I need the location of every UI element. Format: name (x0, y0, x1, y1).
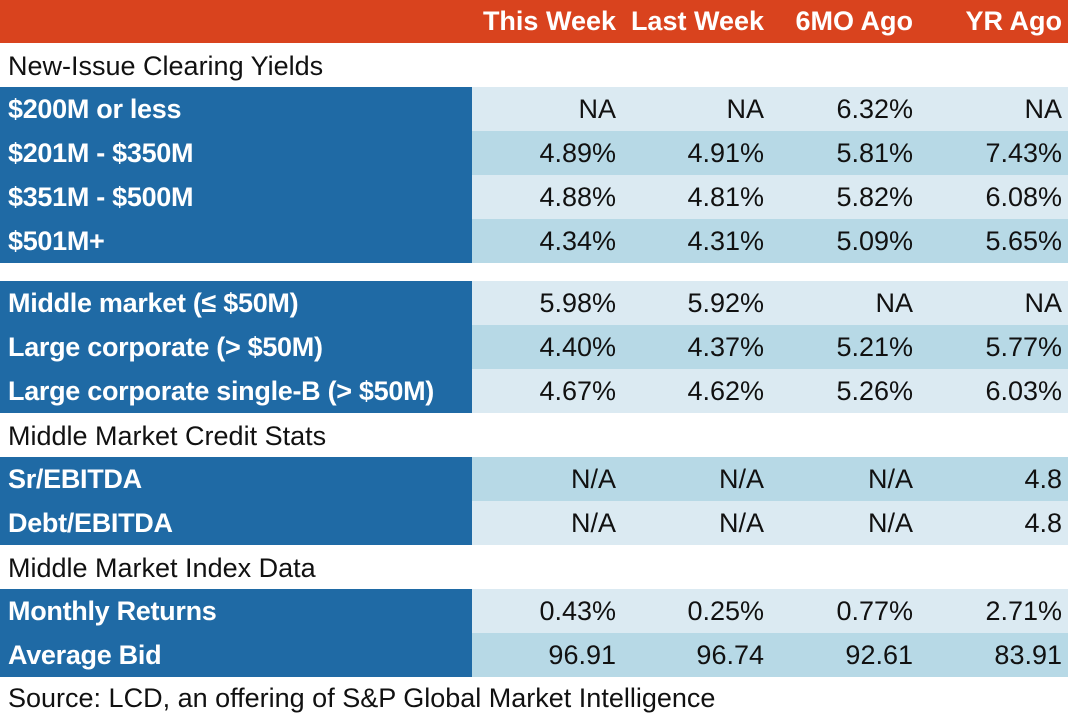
cell: 4.40% (472, 325, 620, 369)
cell: 2.71% (917, 589, 1068, 633)
table-row: Sr/EBITDA N/A N/A N/A 4.8 (0, 457, 1068, 501)
cell: 4.34% (472, 219, 620, 263)
cell: 4.8 (917, 457, 1068, 501)
section-title-credit-stats: Middle Market Credit Stats (0, 413, 1068, 457)
row-label: Large corporate single-B (> $50M) (0, 369, 472, 413)
cell: 0.25% (620, 589, 768, 633)
cell: 0.77% (768, 589, 917, 633)
cell: N/A (472, 501, 620, 545)
row-label: Sr/EBITDA (0, 457, 472, 501)
cell: 5.82% (768, 175, 917, 219)
table-row: Monthly Returns 0.43% 0.25% 0.77% 2.71% (0, 589, 1068, 633)
cell: 4.67% (472, 369, 620, 413)
cell: 4.81% (620, 175, 768, 219)
cell: 4.37% (620, 325, 768, 369)
cell: 7.43% (917, 131, 1068, 175)
cell: 5.81% (768, 131, 917, 175)
table-row: Middle market (≤ $50M) 5.98% 5.92% NA NA (0, 281, 1068, 325)
table-header: This Week Last Week 6MO Ago YR Ago (0, 0, 1068, 43)
table-row: Large corporate (> $50M) 4.40% 4.37% 5.2… (0, 325, 1068, 369)
table-row: Debt/EBITDA N/A N/A N/A 4.8 (0, 501, 1068, 545)
cell: 5.65% (917, 219, 1068, 263)
cell: NA (768, 281, 917, 325)
cell: 4.31% (620, 219, 768, 263)
cell: 4.88% (472, 175, 620, 219)
cell: 5.98% (472, 281, 620, 325)
cell: 4.89% (472, 131, 620, 175)
cell: 4.8 (917, 501, 1068, 545)
source-note: Source: LCD, an offering of S&P Global M… (0, 677, 1068, 717)
table-row: $351M - $500M 4.88% 4.81% 5.82% 6.08% (0, 175, 1068, 219)
row-label: Large corporate (> $50M) (0, 325, 472, 369)
row-label: Debt/EBITDA (0, 501, 472, 545)
col-last-week: Last Week (630, 6, 764, 36)
cell: 96.91 (472, 633, 620, 677)
cell: 0.43% (472, 589, 620, 633)
table-row: $200M or less NA NA 6.32% NA (0, 87, 1068, 131)
row-label: Average Bid (0, 633, 472, 677)
col-yr-ago: YR Ago (965, 6, 1063, 36)
cell: NA (917, 87, 1068, 131)
cell: 5.21% (768, 325, 917, 369)
cell: 4.62% (620, 369, 768, 413)
table-row: $501M+ 4.34% 4.31% 5.09% 5.65% (0, 219, 1068, 263)
row-label: $201M - $350M (0, 131, 472, 175)
cell: 4.91% (620, 131, 768, 175)
cell: 83.91 (917, 633, 1068, 677)
cell: 6.08% (917, 175, 1068, 219)
cell: 5.09% (768, 219, 917, 263)
table-row: Large corporate single-B (> $50M) 4.67% … (0, 369, 1068, 413)
row-label: $351M - $500M (0, 175, 472, 219)
section-title-clearing-yields: New-Issue Clearing Yields (0, 43, 1068, 87)
spacer (0, 263, 1068, 281)
cell: 92.61 (768, 633, 917, 677)
col-6mo-ago: 6MO Ago (795, 6, 914, 36)
cell: N/A (472, 457, 620, 501)
row-label: Monthly Returns (0, 589, 472, 633)
row-label: Middle market (≤ $50M) (0, 281, 472, 325)
cell: N/A (620, 501, 768, 545)
row-label: $501M+ (0, 219, 472, 263)
cell: NA (472, 87, 620, 131)
cell: N/A (620, 457, 768, 501)
cell: N/A (768, 501, 917, 545)
row-label: $200M or less (0, 87, 472, 131)
section-title-index-data: Middle Market Index Data (0, 545, 1068, 589)
cell: 5.77% (917, 325, 1068, 369)
table-row: Average Bid 96.91 96.74 92.61 83.91 (0, 633, 1068, 677)
cell: 96.74 (620, 633, 768, 677)
cell: 5.92% (620, 281, 768, 325)
col-this-week: This Week (482, 6, 616, 36)
cell: NA (620, 87, 768, 131)
cell: N/A (768, 457, 917, 501)
cell: 6.32% (768, 87, 917, 131)
table-row: $201M - $350M 4.89% 4.91% 5.81% 7.43% (0, 131, 1068, 175)
cell: NA (917, 281, 1068, 325)
cell: 6.03% (917, 369, 1068, 413)
cell: 5.26% (768, 369, 917, 413)
